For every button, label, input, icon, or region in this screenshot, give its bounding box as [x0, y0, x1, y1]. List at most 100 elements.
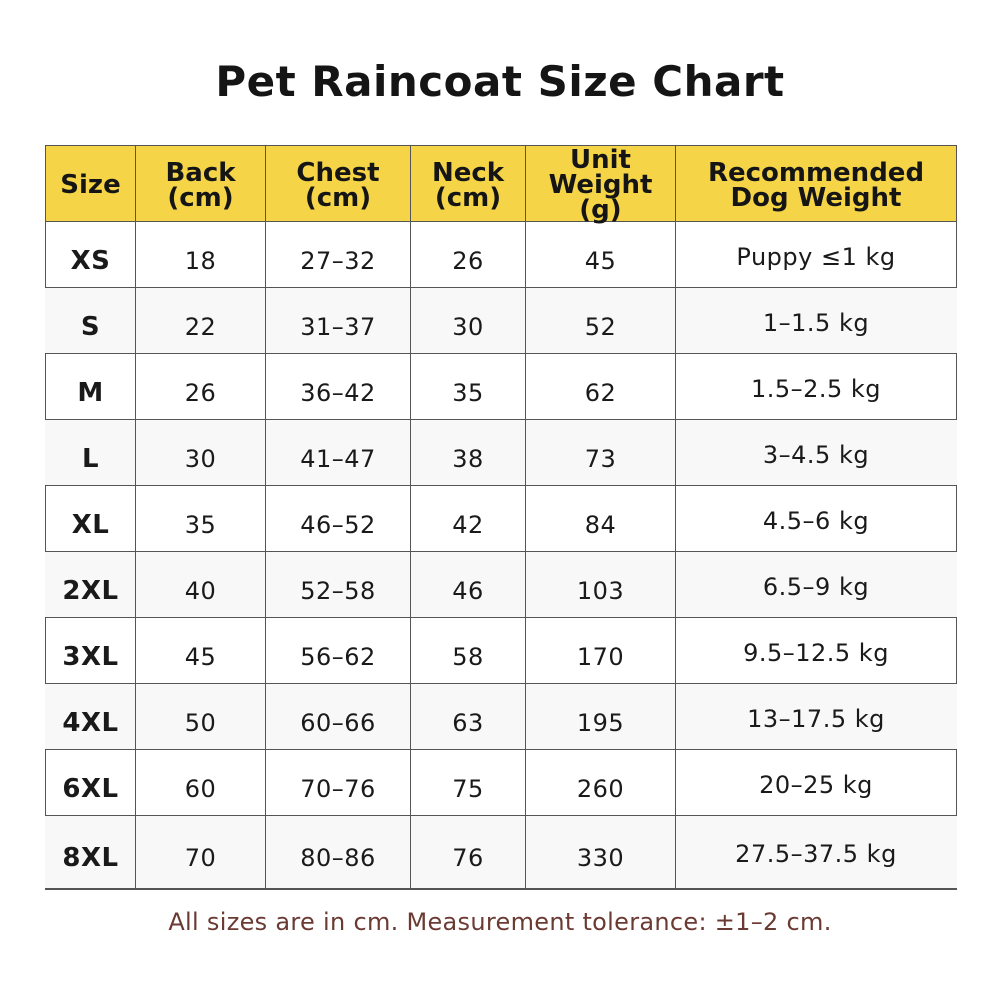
cell-unit-weight: 45	[525, 221, 676, 288]
cell-back: 40	[135, 551, 266, 618]
cell-value: 20–25 kg	[759, 770, 873, 799]
cell-value: 84	[584, 510, 617, 539]
cell-recommended-dog-weight: 4.5–6 kg	[675, 485, 957, 552]
cell-size: M	[45, 353, 136, 420]
cell-unit-weight: 84	[525, 485, 676, 552]
cell-value: 103	[576, 576, 625, 605]
cell-back: 45	[135, 617, 266, 684]
cell-value: 70	[184, 844, 217, 872]
cell-recommended-dog-weight: 13–17.5 kg	[675, 683, 957, 750]
cell-value: 62	[584, 378, 617, 407]
cell-recommended-dog-weight: 6.5–9 kg	[675, 551, 957, 618]
cell-chest: 56–62	[265, 617, 411, 684]
cell-value: 4.5–6 kg	[762, 506, 870, 535]
cell-value: 6XL	[62, 773, 119, 804]
cell-recommended-dog-weight: 20–25 kg	[675, 749, 957, 816]
cell-neck: 46	[410, 551, 526, 618]
cell-neck: 63	[410, 683, 526, 750]
cell-value: 46–52	[300, 510, 376, 539]
cell-value: 8XL	[62, 843, 119, 873]
cell-neck: 58	[410, 617, 526, 684]
cell-size: 3XL	[45, 617, 136, 684]
header-row: Size Back (cm) Chest (cm) Neck (cm) Unit Weight …	[45, 145, 957, 225]
cell-value: 40	[184, 576, 217, 605]
cell-value: 45	[184, 642, 217, 671]
cell-value: 2XL	[62, 575, 119, 606]
table-row: 6XL 60 70–76 75 260 20–25 kg	[45, 749, 957, 816]
cell-value: 27.5–37.5 kg	[735, 840, 897, 868]
cell-back: 30	[135, 419, 266, 486]
cell-back: 18	[135, 221, 266, 288]
cell-size: 4XL	[45, 683, 136, 750]
cell-back: 60	[135, 749, 266, 816]
cell-value: 3XL	[62, 641, 119, 672]
cell-size: XL	[45, 485, 136, 552]
column-header-recommended-dog-weight: Recommended Dog Weight	[675, 145, 957, 222]
column-header-line: (cm)	[167, 182, 234, 213]
cell-chest: 46–52	[265, 485, 411, 552]
cell-size: S	[45, 287, 136, 354]
cell-recommended-dog-weight: 27.5–37.5 kg	[675, 815, 957, 890]
cell-neck: 42	[410, 485, 526, 552]
cell-value: 63	[452, 708, 484, 737]
cell-value: 4XL	[62, 707, 119, 738]
column-header-line: Weight (g)	[548, 170, 653, 225]
cell-chest: 60–66	[265, 683, 411, 750]
cell-recommended-dog-weight: 1.5–2.5 kg	[675, 353, 957, 420]
table-row: L 30 41–47 38 73 3–4.5 kg	[45, 419, 957, 486]
cell-value: 35	[184, 510, 217, 539]
cell-value: 46	[452, 576, 484, 605]
cell-recommended-dog-weight: 9.5–12.5 kg	[675, 617, 957, 684]
table-row: 2XL 40 52–58 46 103 6.5–9 kg	[45, 551, 957, 618]
column-header-line: Back	[165, 157, 236, 188]
cell-value: 35	[452, 378, 484, 407]
cell-value: XL	[71, 509, 110, 540]
cell-chest: 80–86	[265, 815, 411, 890]
cell-value: 26	[452, 246, 484, 275]
cell-value: 36–42	[300, 378, 376, 407]
chart-title: Pet Raincoat Size Chart	[215, 57, 785, 106]
cell-value: 3–4.5 kg	[762, 440, 870, 469]
cell-unit-weight: 170	[525, 617, 676, 684]
column-header-line: (cm)	[304, 182, 372, 213]
cell-value: 50	[184, 708, 217, 737]
cell-size: 2XL	[45, 551, 136, 618]
cell-unit-weight: 195	[525, 683, 676, 750]
cell-value: L	[81, 443, 100, 474]
column-header-neck: Neck (cm)	[410, 145, 526, 222]
cell-value: 27–32	[300, 246, 376, 275]
table-row: 8XL 70 80–86 76 330 27.5–37.5 kg	[45, 815, 957, 890]
cell-recommended-dog-weight: 3–4.5 kg	[675, 419, 957, 486]
cell-value: 1.5–2.5 kg	[750, 374, 882, 403]
cell-value: Puppy ≤1 kg	[736, 242, 896, 271]
column-header-unit-weight: Unit Weight (g)	[525, 145, 676, 225]
cell-unit-weight: 52	[525, 287, 676, 354]
cell-neck: 38	[410, 419, 526, 486]
cell-value: 52	[584, 312, 617, 341]
size-chart-table: Size Back (cm) Chest (cm) Neck (cm) Unit Weight …	[45, 145, 957, 890]
cell-value: 73	[584, 444, 617, 473]
cell-value: 56–62	[300, 642, 376, 671]
cell-value: 42	[452, 510, 484, 539]
cell-neck: 30	[410, 287, 526, 354]
cell-value: 260	[576, 774, 625, 803]
footnote: All sizes are in cm. Measurement toleran…	[168, 908, 832, 936]
cell-size: 8XL	[45, 815, 136, 890]
cell-value: 41–47	[300, 444, 376, 473]
cell-value: 13–17.5 kg	[747, 704, 885, 733]
cell-back: 26	[135, 353, 266, 420]
cell-value: XS	[70, 245, 111, 276]
table-row: M 26 36–42 35 62 1.5–2.5 kg	[45, 353, 957, 420]
cell-size: L	[45, 419, 136, 486]
cell-value: 80–86	[300, 844, 376, 872]
table-row: S 22 31–37 30 52 1–1.5 kg	[45, 287, 957, 354]
column-header-size: Size	[45, 145, 136, 222]
cell-unit-weight: 62	[525, 353, 676, 420]
cell-value: 76	[452, 844, 484, 872]
cell-value: 75	[452, 774, 484, 803]
table-row: 3XL 45 56–62 58 170 9.5–12.5 kg	[45, 617, 957, 684]
cell-value: 30	[184, 444, 217, 473]
column-header-line: Chest	[296, 157, 380, 188]
cell-size: XS	[45, 221, 136, 288]
table-row: XL 35 46–52 42 84 4.5–6 kg	[45, 485, 957, 552]
